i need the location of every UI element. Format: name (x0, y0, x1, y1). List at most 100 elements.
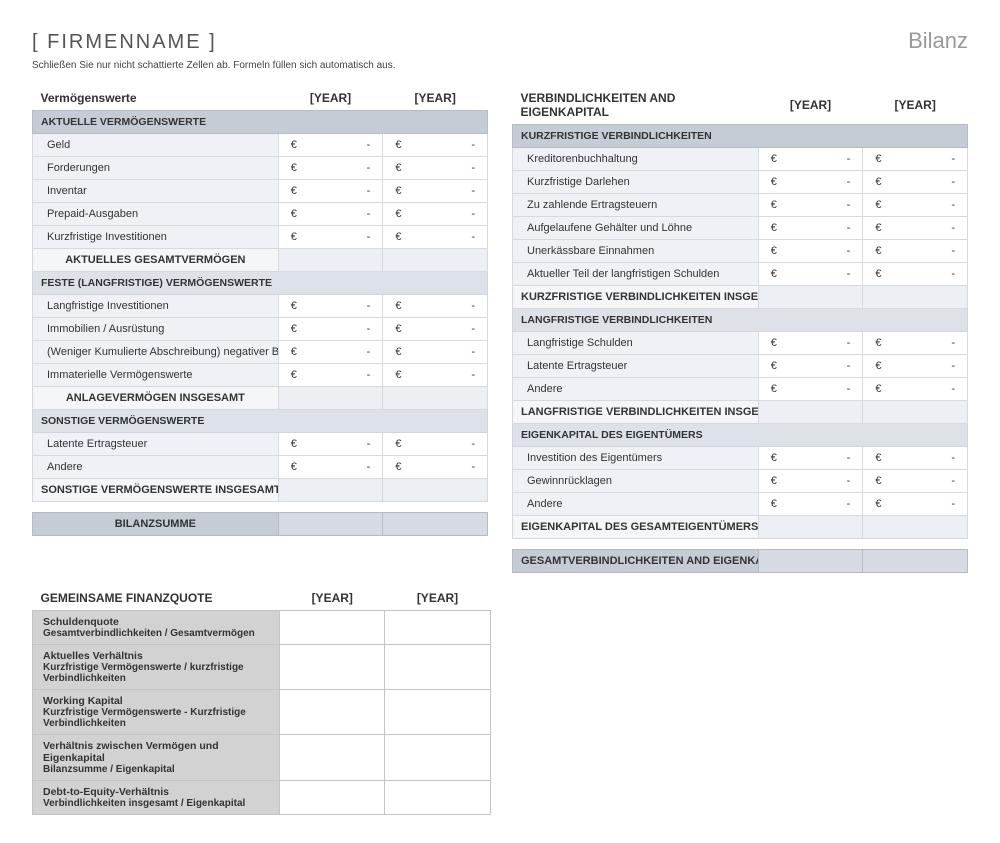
value-cell[interactable]: €- (758, 447, 863, 470)
row-label: Investition des Eigentümers (513, 447, 759, 470)
subtotal-cell (383, 387, 488, 410)
value-cell[interactable]: €- (278, 226, 383, 249)
value-cell[interactable]: €- (758, 263, 863, 286)
ratio-value (385, 781, 490, 815)
row-label: Kurzfristige Darlehen (513, 171, 759, 194)
value-cell[interactable]: €- (278, 295, 383, 318)
value-cell[interactable]: €- (758, 148, 863, 171)
ratio-value (280, 735, 385, 781)
value-cell[interactable]: €- (278, 433, 383, 456)
subtotal-cell (863, 286, 968, 309)
value-cell[interactable]: €- (758, 217, 863, 240)
other-assets-header: SONSTIGE VERMÖGENSWERTE (33, 410, 488, 433)
value-cell[interactable]: €- (863, 194, 968, 217)
value-cell[interactable]: €- (278, 456, 383, 479)
subtotal-cell (383, 249, 488, 272)
value-cell[interactable]: €- (278, 341, 383, 364)
row-label: Latente Ertragsteuer (513, 355, 759, 378)
value-cell[interactable]: €- (758, 378, 863, 401)
value-cell[interactable]: €- (863, 447, 968, 470)
value-cell[interactable]: €- (278, 203, 383, 226)
ratio-value (280, 781, 385, 815)
ratio-value (385, 690, 490, 735)
value-cell[interactable]: €- (758, 493, 863, 516)
row-label: Gewinnrücklagen (513, 470, 759, 493)
value-cell[interactable]: €- (758, 355, 863, 378)
value-cell[interactable]: €- (383, 433, 488, 456)
value-cell[interactable]: €- (758, 470, 863, 493)
current-assets-header: AKTUELLE VERMÖGENSWERTE (33, 111, 488, 134)
ratio-label: Aktuelles VerhältnisKurzfristige Vermöge… (33, 645, 280, 690)
subtotal-cell (758, 516, 863, 539)
value-cell[interactable]: €- (863, 148, 968, 171)
ratio-label: SchuldenquoteGesamtverbindlichkeiten / G… (33, 611, 280, 645)
subtotal-cell (758, 401, 863, 424)
value-cell[interactable]: €- (863, 378, 968, 401)
company-name: [ FIRMENNAME ] (32, 31, 217, 54)
ratio-label: Verhältnis zwischen Vermögen und Eigenka… (33, 735, 280, 781)
row-label: Aktueller Teil der langfristigen Schulde… (513, 263, 759, 286)
value-cell[interactable]: €- (863, 355, 968, 378)
ratios-title: GEMEINSAME FINANZQUOTE (33, 585, 280, 611)
year2-header: [YEAR] (863, 85, 968, 125)
row-label: Andere (513, 378, 759, 401)
row-label: Immaterielle Vermögenswerte (33, 364, 279, 387)
subtotal-cell (383, 479, 488, 502)
value-cell[interactable]: €- (383, 341, 488, 364)
value-cell[interactable]: €- (863, 217, 968, 240)
ratios-table: GEMEINSAME FINANZQUOTE [YEAR] [YEAR] Sch… (32, 585, 491, 815)
value-cell[interactable]: €- (758, 332, 863, 355)
ratios-section: GEMEINSAME FINANZQUOTE [YEAR] [YEAR] Sch… (32, 585, 491, 815)
grand-total-label: GESAMTVERBINDLICHKEITEN AND EIGENKAPITAL… (513, 550, 759, 573)
grand-total-cell (278, 513, 383, 536)
subtotal-label: KURZFRISTIGE VERBINDLICHKEITEN INSGESAMT (513, 286, 759, 309)
value-cell[interactable]: €- (758, 194, 863, 217)
row-label: Andere (513, 493, 759, 516)
value-cell[interactable]: €- (383, 456, 488, 479)
value-cell[interactable]: €- (863, 240, 968, 263)
value-cell[interactable]: €- (278, 364, 383, 387)
value-cell[interactable]: €- (863, 332, 968, 355)
assets-title: Vermögenswerte (33, 85, 279, 111)
subtotal-label: LANGFRISTIGE VERBINDLICHKEITEN INSGESAMT (513, 401, 759, 424)
year1-header: [YEAR] (758, 85, 863, 125)
value-cell[interactable]: €- (383, 364, 488, 387)
instructions-text: Schließen Sie nur nicht schattierte Zell… (32, 60, 968, 71)
value-cell[interactable]: €- (758, 240, 863, 263)
value-cell[interactable]: €- (863, 263, 968, 286)
document-title: Bilanz (908, 28, 968, 54)
value-cell[interactable]: €- (278, 318, 383, 341)
row-label: Prepaid-Ausgaben (33, 203, 279, 226)
ratio-value (280, 611, 385, 645)
value-cell[interactable]: €- (383, 318, 488, 341)
liabilities-table: VERBINDLICHKEITEN AND EIGENKAPITAL [YEAR… (512, 85, 968, 573)
value-cell[interactable]: €- (863, 171, 968, 194)
row-label: Inventar (33, 180, 279, 203)
row-label: (Weniger Kumulierte Abschreibung) negati… (33, 341, 279, 364)
row-label: Aufgelaufene Gehälter und Löhne (513, 217, 759, 240)
subtotal-label: SONSTIGE VERMÖGENSWERTE INSGESAMT (33, 479, 279, 502)
value-cell[interactable]: €- (758, 171, 863, 194)
row-label: Langfristige Schulden (513, 332, 759, 355)
longterm-liab-header: LANGFRISTIGE VERBINDLICHKEITEN (513, 309, 968, 332)
value-cell[interactable]: €- (383, 134, 488, 157)
value-cell[interactable]: €- (278, 157, 383, 180)
value-cell[interactable]: €- (863, 470, 968, 493)
value-cell[interactable]: €- (278, 134, 383, 157)
current-liab-header: KURZFRISTIGE VERBINDLICHKEITEN (513, 125, 968, 148)
liabilities-title: VERBINDLICHKEITEN AND EIGENKAPITAL (513, 85, 759, 125)
subtotal-label: EIGENKAPITAL DES GESAMTEIGENTÜMERS (513, 516, 759, 539)
value-cell[interactable]: €- (383, 295, 488, 318)
value-cell[interactable]: €- (278, 180, 383, 203)
row-label: Kurzfristige Investitionen (33, 226, 279, 249)
row-label: Immobilien / Ausrüstung (33, 318, 279, 341)
value-cell[interactable]: €- (383, 203, 488, 226)
subtotal-cell (863, 401, 968, 424)
year2-header: [YEAR] (385, 585, 490, 611)
value-cell[interactable]: €- (863, 493, 968, 516)
equity-header: EIGENKAPITAL DES EIGENTÜMERS (513, 424, 968, 447)
value-cell[interactable]: €- (383, 180, 488, 203)
value-cell[interactable]: €- (383, 157, 488, 180)
ratio-label: Debt-to-Equity-VerhältnisVerbindlichkeit… (33, 781, 280, 815)
value-cell[interactable]: €- (383, 226, 488, 249)
